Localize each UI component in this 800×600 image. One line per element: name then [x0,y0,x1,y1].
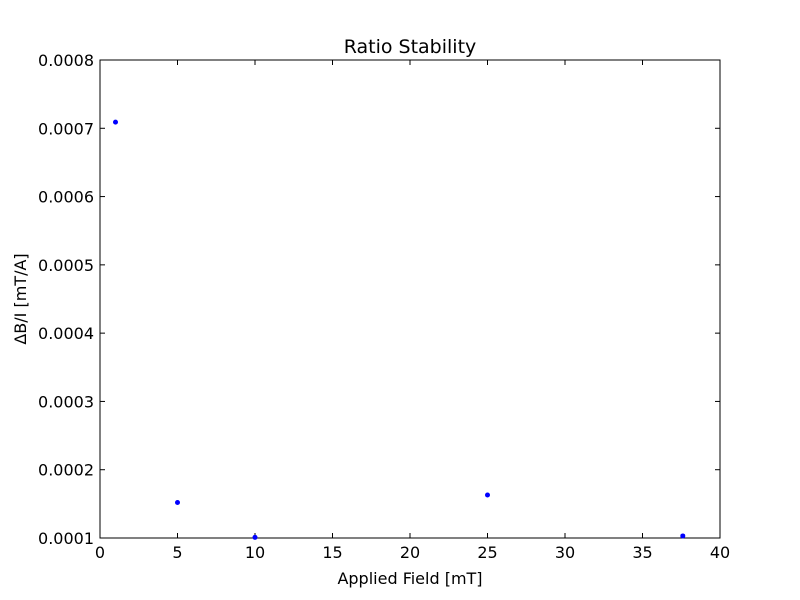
y-axis: 0.0001 0.0002 0.0003 0.0004 0.0005 0.0006 0.00… [38,51,720,548]
data-point [252,534,258,540]
y-tick-label: 0.0005 [38,256,94,275]
data-point [680,533,686,539]
x-tick-label: 40 [710,543,730,562]
data-point [113,119,118,125]
chart-title: Ratio Stability [344,36,477,58]
y-tick-label: 0.0004 [38,324,94,343]
x-tick-label: 0 [95,543,105,562]
x-tick-label: 35 [632,543,652,562]
y-tick-label: 0.0007 [38,119,94,138]
x-tick-label: 25 [477,543,497,562]
data-point [485,492,490,498]
x-tick-label: 10 [245,543,265,562]
data-points [113,119,686,540]
x-tick-label: 15 [322,543,342,562]
x-tick-label: 20 [400,543,420,562]
x-axis-label: Applied Field [mT] [337,569,482,588]
y-tick-label: 0.0003 [38,392,94,411]
plot-frame [99,59,721,539]
x-tick-label: 30 [555,543,575,562]
data-point [175,499,180,505]
x-axis: 0 5 10 15 20 25 30 35 40 [95,60,730,562]
y-tick-label: 0.0008 [38,51,94,70]
x-tick-label: 5 [172,543,182,562]
y-tick-label: 0.0001 [38,529,94,548]
y-tick-label: 0.0002 [38,461,94,480]
y-tick-label: 0.0006 [38,188,94,207]
y-axis-label: ΔB/I [mT/A] [11,253,30,344]
